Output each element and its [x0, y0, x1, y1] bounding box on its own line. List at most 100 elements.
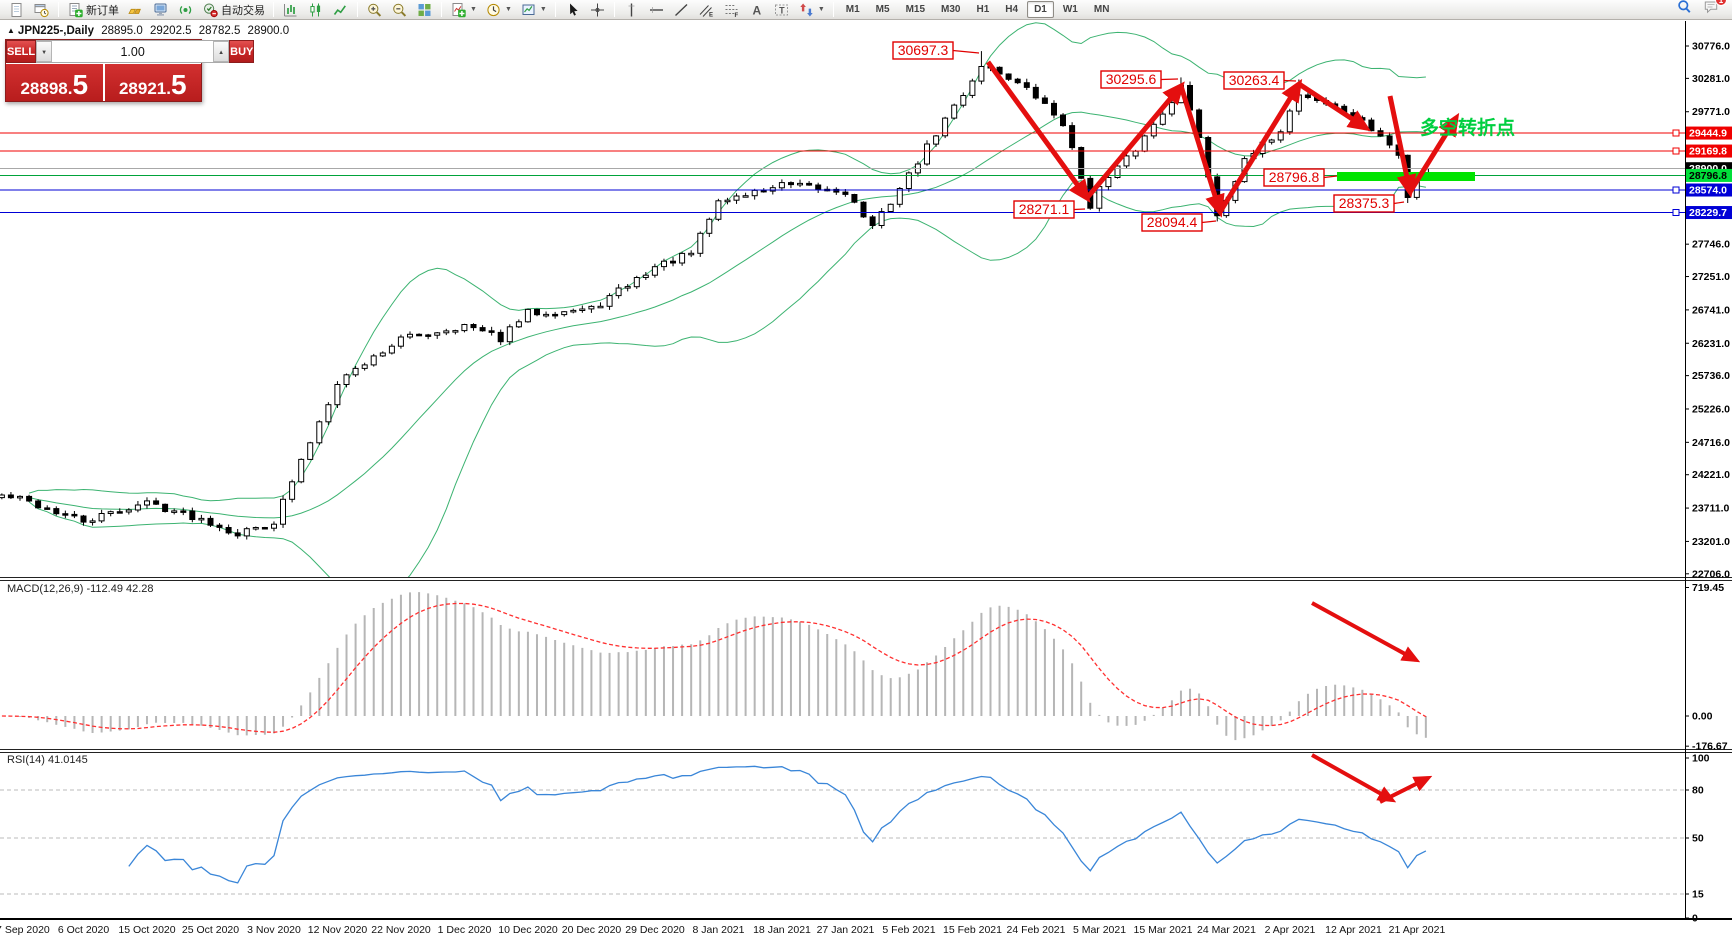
vertical-line-button[interactable]: [619, 1, 644, 19]
autotrading-button[interactable]: 自动交易: [198, 1, 269, 19]
indicators-button[interactable]: ▼: [446, 1, 481, 19]
arrow-objects-icon: [800, 3, 813, 16]
turning-point-text[interactable]: 多空转折点: [1420, 116, 1515, 139]
buy-button[interactable]: BUY: [229, 40, 255, 63]
toolbar-separator: [441, 2, 442, 17]
svg-text:A: A: [752, 3, 761, 17]
timeframe-m15-button[interactable]: M15: [905, 4, 926, 15]
timeframe-m30-button[interactable]: M30: [941, 4, 961, 15]
trend-arrow[interactable]: [1217, 78, 1303, 214]
dropdown-arrow-icon[interactable]: ▼: [539, 6, 547, 13]
timeframe-d1-button[interactable]: D1: [1027, 1, 1054, 18]
dropdown-arrow-icon[interactable]: ▼: [817, 6, 825, 13]
price-annotation-text: 28796.8: [1269, 169, 1320, 185]
tile-windows-icon: [418, 3, 431, 16]
date-label: 15 Feb 2021: [943, 924, 1002, 936]
date-label: 6 Oct 2020: [57, 924, 110, 936]
timeframe-m5-button[interactable]: M5: [875, 4, 890, 15]
date-label: 2 Apr 2021: [1264, 924, 1316, 936]
date-label: 27 Jan 2021: [816, 924, 875, 936]
bollinger-bands[interactable]: [28, 22, 1426, 599]
new-chart-button[interactable]: [4, 1, 29, 19]
dropdown-arrow-icon[interactable]: ▼: [470, 6, 477, 13]
timeframe-h4-button[interactable]: H4: [1005, 4, 1019, 15]
crosshair-button[interactable]: [585, 1, 610, 19]
price-annotation-box[interactable]: [1263, 168, 1325, 187]
toolbar-separator: [58, 2, 59, 17]
rsi-trend-arrow[interactable]: [1311, 753, 1397, 803]
zoom-out-icon: [393, 3, 407, 17]
equidistant-channel-icon: E: [699, 4, 713, 18]
panel-separators[interactable]: [0, 21, 1732, 920]
trend-arrow[interactable]: [985, 60, 1091, 203]
date-label: 18 Jan 2021: [753, 924, 811, 936]
templates-button[interactable]: ▼: [516, 1, 551, 19]
cursor-button[interactable]: [560, 1, 585, 19]
price-annotation-box[interactable]: [1223, 71, 1285, 90]
timeframe-h1-button[interactable]: H1: [976, 4, 990, 15]
new-order-label: 新订单: [86, 4, 119, 17]
metaeditor-button[interactable]: [123, 1, 148, 19]
chart-annotations[interactable]: 30697.3 30295.6 30263.4 28271.1 28094.4 28796…: [892, 41, 1515, 804]
sell-price[interactable]: 28898. 5: [6, 64, 103, 101]
macd-trend-arrow[interactable]: [1311, 601, 1421, 663]
svg-text:E: E: [709, 12, 713, 18]
text-label-icon: T: [774, 4, 788, 15]
equidistant-channel-button[interactable]: E: [694, 1, 719, 19]
periods-button[interactable]: ▼: [481, 1, 516, 19]
date-label: 1 Dec 2020: [437, 924, 492, 936]
trendline-button[interactable]: [669, 1, 694, 19]
trend-arrow[interactable]: [1387, 95, 1417, 198]
arrow-objects-button[interactable]: ▼: [794, 1, 829, 19]
text-label-button[interactable]: T: [769, 1, 794, 19]
line-chart-icon: [333, 4, 346, 15]
timeframe-mn-button[interactable]: MN: [1093, 4, 1110, 15]
new-order-button[interactable]: 新订单: [63, 1, 123, 19]
line-chart-button[interactable]: [328, 1, 353, 19]
volume-increase-button[interactable]: ▲: [213, 41, 230, 62]
date-label: 15 Mar 2021: [1133, 924, 1193, 936]
signals-button[interactable]: [173, 1, 198, 19]
date-label: 5 Feb 2021: [882, 924, 936, 936]
timeframe-m1-button[interactable]: M1: [845, 4, 860, 15]
tile-windows-button[interactable]: [412, 1, 437, 19]
time-axis[interactable]: 27 Sep 2020 6 Oct 2020 15 Oct 2020 25 Oct 2…: [0, 921, 1685, 940]
sell-button[interactable]: SELL: [6, 40, 37, 63]
ohlc-open: 28895.0: [101, 25, 143, 37]
svg-text:29771.0: 29771.0: [1692, 106, 1730, 118]
volume-input[interactable]: [52, 41, 214, 62]
terminal-button[interactable]: [148, 1, 173, 19]
horizontal-line-button[interactable]: [644, 1, 669, 19]
price-annotation-box[interactable]: [1013, 200, 1075, 219]
dropdown-arrow-icon[interactable]: ▼: [504, 6, 512, 13]
rsi-trend-arrow[interactable]: [1379, 775, 1433, 804]
templates-icon: [522, 4, 535, 15]
fibonacci-button[interactable]: F: [719, 1, 744, 19]
date-label: 5 Mar 2021: [1072, 924, 1127, 936]
chat-button[interactable]: 1: [1703, 0, 1727, 20]
price-annotation-box[interactable]: [1100, 70, 1162, 89]
price-annotation-box[interactable]: [1333, 194, 1395, 213]
price-annotation-box[interactable]: [1141, 213, 1203, 232]
timeframe-w1-button[interactable]: W1: [1062, 4, 1078, 15]
candlestick-chart-button[interactable]: [303, 1, 328, 19]
trend-arrow[interactable]: [1178, 85, 1225, 218]
price-annotation-box[interactable]: [892, 41, 954, 60]
volume-decrease-button[interactable]: ▼: [36, 41, 53, 62]
chart-profiles-button[interactable]: [29, 1, 54, 19]
toolbar-separator: [554, 2, 556, 17]
bar-chart-button[interactable]: [278, 1, 303, 19]
collapse-arrow-icon[interactable]: ▲: [7, 26, 15, 35]
vertical-line-icon: [628, 3, 635, 16]
buy-price[interactable]: 28921. 5: [104, 64, 201, 101]
search-button[interactable]: [1676, 0, 1693, 20]
trend-arrow[interactable]: [1297, 81, 1372, 132]
trend-arrow[interactable]: [1407, 112, 1460, 194]
price-axis[interactable]: 30776.0 30281.0 29771.0 27746.0 27251.0 26741…: [1685, 41, 1732, 925]
trend-arrow[interactable]: [1085, 81, 1185, 200]
zoom-in-button[interactable]: [362, 1, 387, 19]
text-button[interactable]: A: [744, 1, 769, 19]
zoom-out-button[interactable]: [387, 1, 412, 19]
svg-text:0.00: 0.00: [1692, 711, 1713, 723]
